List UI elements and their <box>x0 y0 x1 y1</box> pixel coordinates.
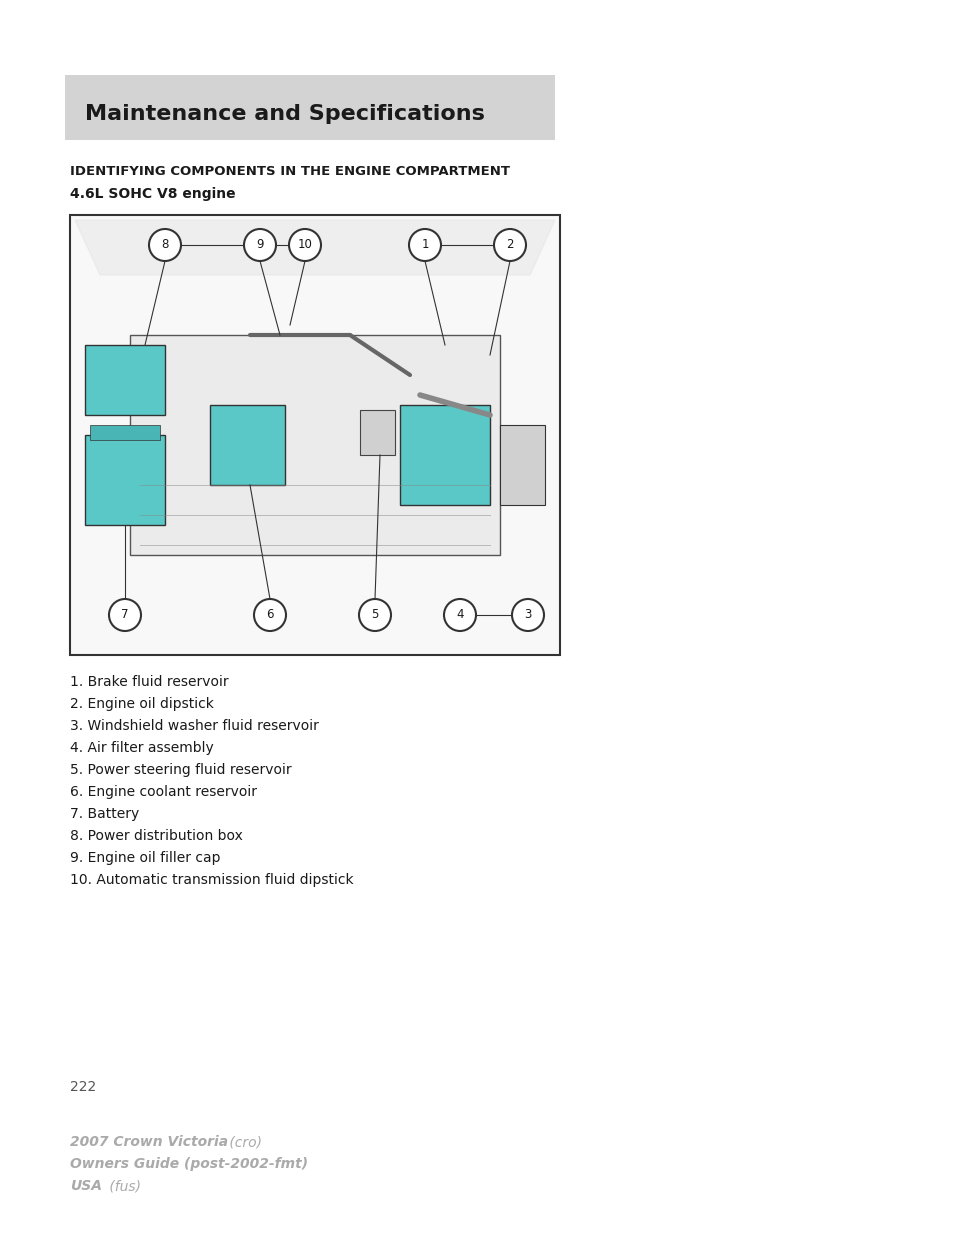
Text: 1. Brake fluid reservoir: 1. Brake fluid reservoir <box>70 676 229 689</box>
Polygon shape <box>75 220 555 275</box>
Text: 222: 222 <box>70 1079 96 1094</box>
Circle shape <box>253 599 286 631</box>
Bar <box>499 425 544 505</box>
Text: 6: 6 <box>266 609 274 621</box>
Bar <box>399 405 490 505</box>
Text: 8: 8 <box>161 238 169 252</box>
Text: IDENTIFYING COMPONENTS IN THE ENGINE COMPARTMENT: IDENTIFYING COMPONENTS IN THE ENGINE COM… <box>70 165 510 178</box>
Bar <box>359 410 395 454</box>
Text: 7: 7 <box>121 609 129 621</box>
Text: Owners Guide (post-2002-fmt): Owners Guide (post-2002-fmt) <box>70 1157 308 1171</box>
Text: Maintenance and Specifications: Maintenance and Specifications <box>85 104 484 124</box>
Bar <box>85 345 165 415</box>
Text: 1: 1 <box>421 238 428 252</box>
Bar <box>85 435 165 525</box>
Text: 8. Power distribution box: 8. Power distribution box <box>70 829 243 844</box>
Text: (fus): (fus) <box>105 1179 141 1193</box>
Bar <box>90 425 160 440</box>
Circle shape <box>443 599 476 631</box>
Circle shape <box>149 228 181 261</box>
Text: 9: 9 <box>256 238 263 252</box>
Circle shape <box>289 228 320 261</box>
FancyBboxPatch shape <box>65 75 555 140</box>
Text: 10. Automatic transmission fluid dipstick: 10. Automatic transmission fluid dipstic… <box>70 873 354 887</box>
Text: 5: 5 <box>371 609 378 621</box>
Circle shape <box>494 228 525 261</box>
Text: 3. Windshield washer fluid reservoir: 3. Windshield washer fluid reservoir <box>70 719 318 734</box>
Text: 4. Air filter assembly: 4. Air filter assembly <box>70 741 213 755</box>
Text: USA: USA <box>70 1179 102 1193</box>
Circle shape <box>358 599 391 631</box>
Text: 7. Battery: 7. Battery <box>70 806 139 821</box>
Text: 2. Engine oil dipstick: 2. Engine oil dipstick <box>70 697 213 711</box>
Text: 3: 3 <box>524 609 531 621</box>
Text: 10: 10 <box>297 238 313 252</box>
Text: 4: 4 <box>456 609 463 621</box>
Text: (cro): (cro) <box>225 1135 262 1149</box>
Circle shape <box>244 228 275 261</box>
Text: 2007 Crown Victoria: 2007 Crown Victoria <box>70 1135 228 1149</box>
Text: 4.6L SOHC V8 engine: 4.6L SOHC V8 engine <box>70 186 235 201</box>
Circle shape <box>512 599 543 631</box>
Bar <box>210 405 285 485</box>
Text: 2: 2 <box>506 238 514 252</box>
Text: 5. Power steering fluid reservoir: 5. Power steering fluid reservoir <box>70 763 292 777</box>
Bar <box>130 335 499 555</box>
Circle shape <box>409 228 440 261</box>
Text: 9. Engine oil filler cap: 9. Engine oil filler cap <box>70 851 220 864</box>
Bar <box>70 215 559 655</box>
Circle shape <box>109 599 141 631</box>
Text: 6. Engine coolant reservoir: 6. Engine coolant reservoir <box>70 785 256 799</box>
